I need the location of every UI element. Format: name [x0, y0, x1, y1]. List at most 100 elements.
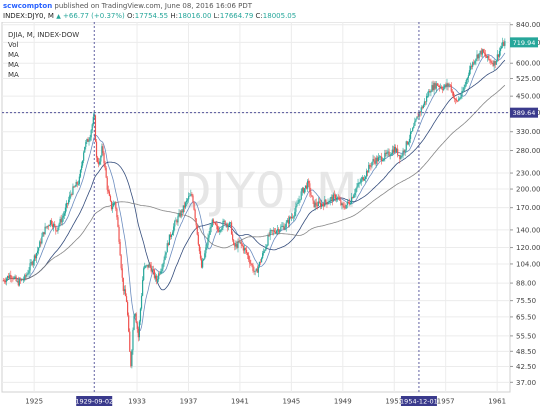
candle-body [14, 276, 16, 278]
candle-body [106, 177, 108, 190]
candle-body [55, 226, 57, 231]
candle-body [211, 219, 213, 227]
candle-body [392, 149, 394, 153]
chart-area[interactable]: 840.00720.00600.00525.00450.00390.00330.… [0, 22, 540, 408]
candle-body [31, 262, 33, 265]
candle-body [39, 241, 41, 248]
candle-body [377, 157, 379, 162]
candle-body [210, 226, 212, 228]
candle-body [151, 269, 153, 272]
candle-body [407, 142, 409, 145]
legend-indicator-ma-1: MA [8, 51, 19, 59]
candle-body [143, 268, 145, 281]
candle-body [272, 230, 274, 232]
candle-body [441, 86, 443, 89]
x-tick-label: 1937 [180, 398, 198, 406]
candle-body [299, 199, 301, 201]
candle-body [81, 160, 84, 166]
candle-body [449, 84, 451, 86]
candle-body [424, 101, 427, 103]
watermark: DJY0, M [175, 163, 358, 219]
candle-body [476, 54, 478, 59]
candle-body [488, 55, 490, 60]
candle-body [150, 265, 152, 272]
candle-body [241, 244, 243, 246]
candle-body [202, 260, 204, 268]
crosshair-price-label: 389.64 [513, 109, 536, 117]
candle-body [44, 226, 46, 235]
candle-body [298, 199, 300, 203]
candle-body [294, 211, 296, 217]
candle-body [264, 250, 266, 252]
candle-body [223, 220, 225, 222]
candle-body [343, 205, 345, 208]
candle-body [12, 278, 14, 280]
candle-body [62, 215, 64, 218]
candle-body [283, 225, 285, 230]
candle-body [311, 195, 313, 197]
candle-body [460, 96, 462, 99]
candle-body [204, 253, 206, 259]
candle-body [101, 146, 103, 156]
author-link[interactable]: scwcompton [3, 2, 53, 10]
candle-body [310, 192, 312, 196]
candle-body [502, 42, 504, 47]
candle-body [247, 252, 249, 256]
candle-body [33, 255, 35, 262]
candle-body [138, 321, 140, 338]
candle-body [230, 222, 233, 235]
candle-body [34, 255, 37, 259]
candle-body [412, 128, 414, 132]
candle-body [405, 141, 407, 150]
candle-body [99, 161, 101, 165]
candle-body [93, 115, 95, 117]
candle-body [421, 107, 423, 109]
candle-body [217, 225, 219, 230]
candle-body [129, 331, 131, 352]
candle-body [26, 274, 28, 277]
candle-body [402, 150, 404, 156]
candle-body [181, 210, 183, 213]
candle-body [108, 191, 110, 196]
candle-body [475, 58, 477, 61]
candle-body [74, 186, 76, 188]
candle-body [248, 255, 250, 260]
candle-body [431, 85, 433, 92]
candle-body [429, 91, 431, 93]
close-label: C: [255, 12, 263, 20]
candle-body [493, 61, 495, 66]
candle-body [155, 275, 158, 281]
candle-body [354, 193, 356, 196]
candle-body [118, 226, 120, 242]
candle-body [177, 216, 179, 223]
candle-body [489, 59, 491, 61]
candle-body [198, 244, 201, 252]
candle-body [349, 203, 352, 205]
y-tick-label: 88.00 [516, 280, 536, 288]
candle-body [397, 148, 399, 156]
candle-body [348, 202, 351, 205]
candle-body [481, 49, 483, 55]
x-tick-label: 1949 [334, 398, 352, 406]
candle-body [465, 79, 467, 85]
candle-body [378, 156, 381, 158]
candle-body [87, 139, 89, 142]
candle-body [390, 154, 392, 156]
candle-body [292, 216, 294, 218]
candle-body [273, 230, 276, 232]
x-tick-label: 1961 [488, 398, 506, 406]
candle-body [51, 224, 54, 228]
y-tick-label: 230.00 [516, 170, 540, 178]
y-tick-label: 37.00 [516, 379, 536, 387]
candle-body [157, 279, 159, 281]
candle-body [446, 83, 448, 87]
candle-body [307, 180, 309, 189]
candle-body [347, 201, 349, 203]
candle-body [466, 77, 468, 80]
candle-body [75, 182, 77, 187]
candle-body [109, 195, 112, 201]
candle-body [340, 200, 342, 206]
candle-body [375, 157, 377, 164]
candle-body [166, 243, 168, 253]
candle-body [445, 84, 447, 87]
